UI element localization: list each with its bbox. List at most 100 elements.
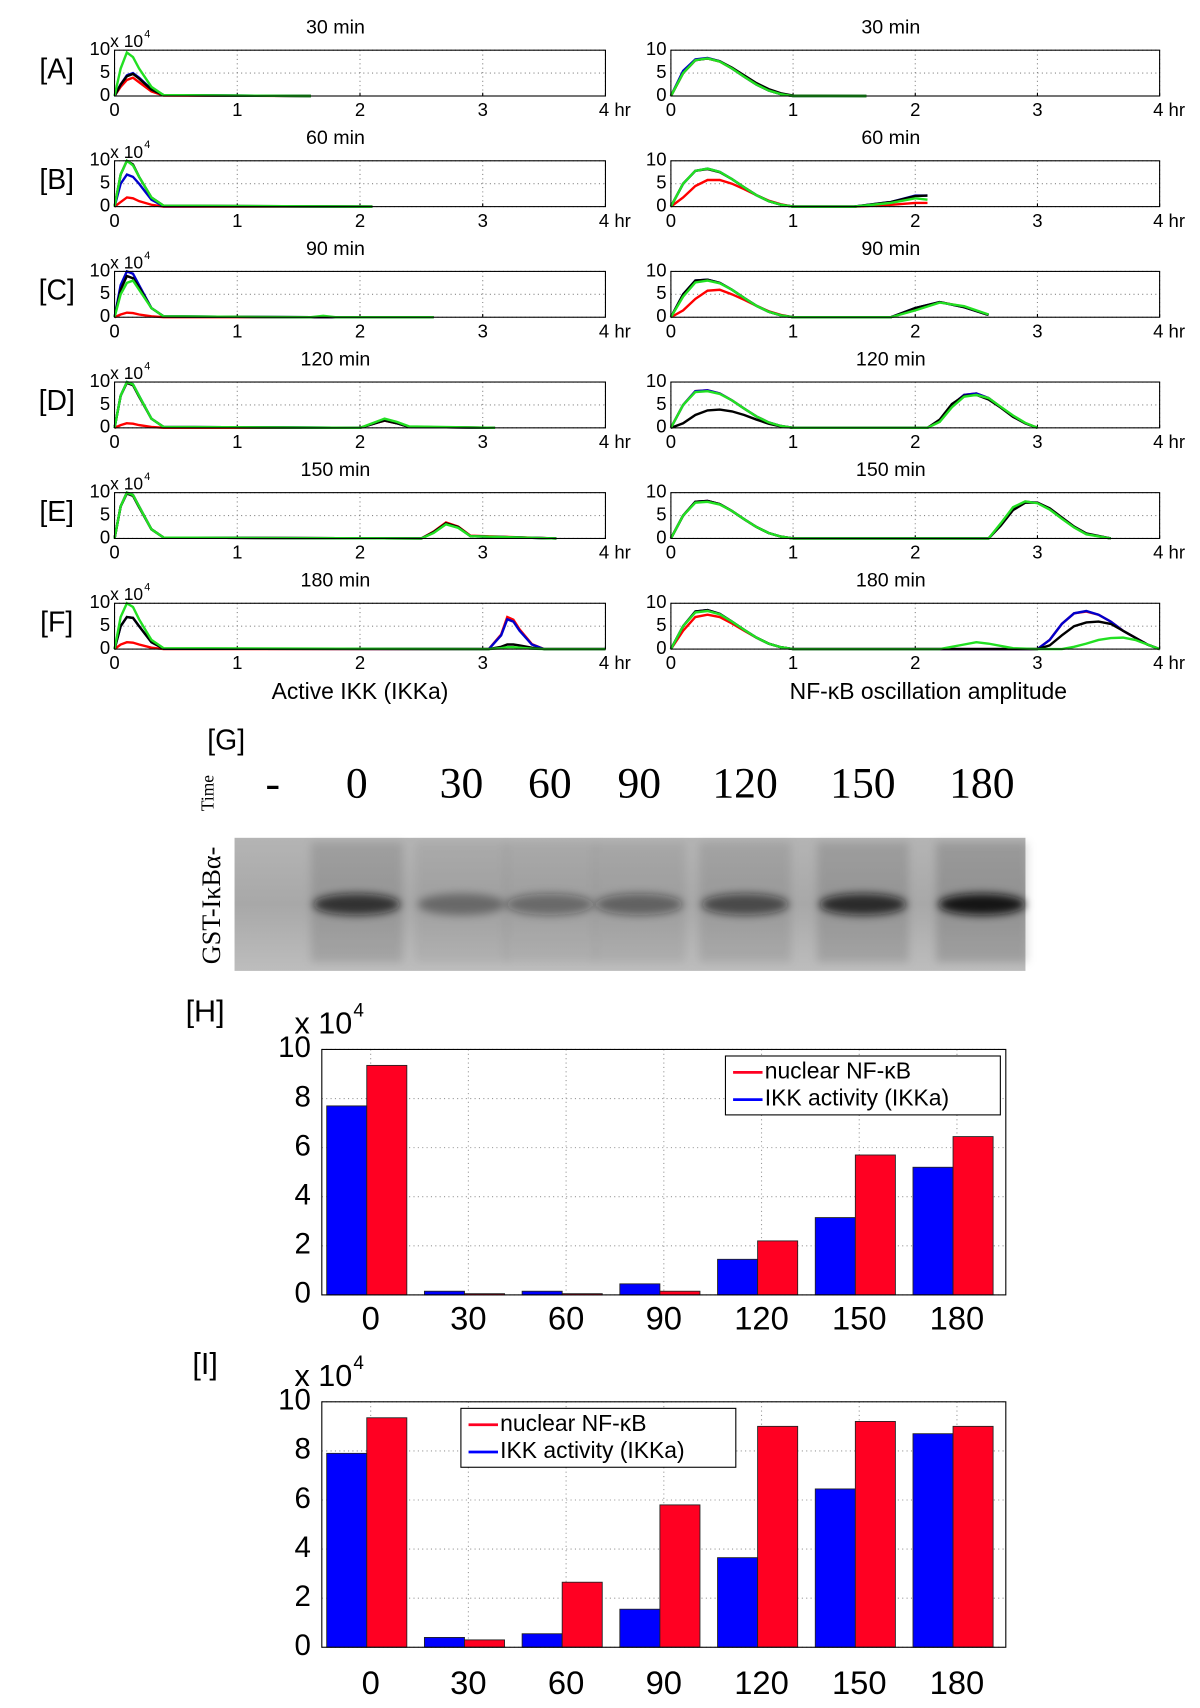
gel-lane-label: 0 bbox=[346, 760, 368, 808]
x-tick-label: 2 bbox=[355, 210, 365, 231]
gel-lane-label: 90 bbox=[617, 760, 661, 808]
panel-title: 30 min bbox=[861, 17, 920, 39]
y-tick-label: 5 bbox=[100, 282, 110, 303]
series-line bbox=[669, 609, 1161, 651]
x-tick-label: 4 hr bbox=[599, 652, 631, 673]
y-tick-label: 5 bbox=[656, 503, 666, 524]
legend-label: IKK activity (IKKa) bbox=[765, 1085, 949, 1111]
y-multiplier: x 10 bbox=[110, 363, 143, 383]
x-tick-label: 60 bbox=[548, 1300, 584, 1337]
x-tick-label: 0 bbox=[362, 1300, 380, 1337]
x-tick-label: 4 hr bbox=[1153, 210, 1185, 231]
bar bbox=[854, 1154, 896, 1296]
x-tick-label: 1 bbox=[788, 431, 798, 452]
x-tick-label: 1 bbox=[788, 652, 798, 673]
y-tick-label: 0 bbox=[100, 526, 110, 547]
bar bbox=[814, 1488, 856, 1648]
x-tick-label: 4 hr bbox=[1153, 542, 1185, 563]
x-axis-label: NF-κB oscillation amplitude bbox=[790, 678, 1067, 704]
bar bbox=[561, 1581, 603, 1648]
x-tick-label: 4 hr bbox=[599, 542, 631, 563]
panel-title: 150 min bbox=[856, 459, 926, 481]
x-tick-label: 2 bbox=[910, 320, 920, 341]
bar bbox=[912, 1166, 954, 1296]
legend-label: nuclear NF-κB bbox=[765, 1057, 911, 1083]
axes-frame bbox=[670, 270, 1161, 318]
x-tick-label: 1 bbox=[232, 431, 242, 452]
axes-frame bbox=[670, 492, 1161, 540]
x-tick-label: 4 hr bbox=[1153, 99, 1185, 120]
gel-band-label: GST-IκBα- bbox=[197, 847, 226, 965]
bar bbox=[521, 1633, 563, 1648]
y-multiplier: x 10 bbox=[295, 1007, 353, 1041]
bar bbox=[326, 1105, 368, 1296]
y-tick-label: 5 bbox=[100, 503, 110, 524]
y-tick-label: 0 bbox=[656, 416, 666, 437]
x-tick-label: 3 bbox=[1032, 210, 1042, 231]
series-line bbox=[113, 279, 434, 319]
y-tick-label: 0 bbox=[100, 416, 110, 437]
x-tick-label: 0 bbox=[109, 320, 119, 341]
y-tick-label: 10 bbox=[90, 481, 111, 502]
bar bbox=[952, 1425, 994, 1648]
panel-title: 60 min bbox=[306, 127, 365, 149]
gel-row-label: Time bbox=[197, 775, 217, 811]
axes-frame bbox=[113, 49, 606, 97]
axes-frame bbox=[113, 492, 606, 540]
x-tick-label: 2 bbox=[910, 542, 920, 563]
x-tick-label: 180 bbox=[930, 1664, 985, 1701]
legend-box bbox=[460, 1407, 737, 1468]
series-line bbox=[669, 279, 989, 319]
x-tick-label: 1 bbox=[788, 542, 798, 563]
y-multiplier-exponent: 4 bbox=[144, 139, 150, 151]
y-tick-label: 4 bbox=[295, 1531, 311, 1564]
legend-label: nuclear NF-κB bbox=[500, 1410, 646, 1436]
bar bbox=[659, 1504, 701, 1648]
y-tick-label: 10 bbox=[646, 481, 667, 502]
x-axis-label: Active IKK (IKKa) bbox=[272, 678, 449, 704]
bar bbox=[423, 1290, 465, 1296]
y-multiplier-exponent: 4 bbox=[144, 582, 150, 594]
y-tick-label: 0 bbox=[656, 637, 666, 658]
x-tick-label: 3 bbox=[478, 99, 488, 120]
y-multiplier: x 10 bbox=[110, 142, 143, 162]
axes-frame bbox=[670, 381, 1161, 429]
panel-label: [I] bbox=[192, 1347, 217, 1381]
y-multiplier: x 10 bbox=[110, 584, 143, 604]
x-tick-label: 150 bbox=[832, 1300, 887, 1337]
x-tick-label: 2 bbox=[355, 99, 365, 120]
gel-bands bbox=[310, 842, 1028, 963]
gel-band bbox=[595, 893, 683, 916]
x-tick-label: 4 hr bbox=[1153, 652, 1185, 673]
x-tick-label: 150 bbox=[832, 1664, 887, 1701]
x-tick-label: 3 bbox=[478, 320, 488, 341]
x-tick-label: 3 bbox=[1032, 431, 1042, 452]
y-tick-label: 2 bbox=[295, 1228, 311, 1261]
y-multiplier: x 10 bbox=[110, 31, 143, 51]
x-tick-label: 2 bbox=[355, 542, 365, 563]
axes-frame bbox=[113, 381, 606, 429]
y-multiplier-exponent: 4 bbox=[144, 360, 150, 372]
y-multiplier-exponent: 4 bbox=[144, 471, 150, 483]
panel-title: 180 min bbox=[856, 570, 926, 592]
y-tick-label: 5 bbox=[656, 282, 666, 303]
bar bbox=[814, 1217, 856, 1296]
gel-lane-label: 30 bbox=[440, 760, 484, 808]
x-tick-label: 0 bbox=[666, 431, 676, 452]
y-multiplier-exponent: 4 bbox=[353, 1001, 364, 1022]
x-tick-label: 120 bbox=[734, 1664, 789, 1701]
y-tick-label: 10 bbox=[646, 149, 667, 170]
x-tick-label: 0 bbox=[666, 99, 676, 120]
x-tick-label: 90 bbox=[646, 1664, 682, 1701]
x-tick-label: 0 bbox=[362, 1664, 380, 1701]
panel-label: [A] bbox=[39, 53, 74, 85]
x-tick-label: 4 hr bbox=[599, 431, 631, 452]
y-tick-label: 0 bbox=[656, 305, 666, 326]
series-line bbox=[669, 57, 867, 98]
y-tick-label: 0 bbox=[100, 84, 110, 105]
y-tick-label: 5 bbox=[656, 61, 666, 82]
y-multiplier: x 10 bbox=[110, 474, 143, 494]
y-tick-label: 0 bbox=[295, 1277, 311, 1310]
